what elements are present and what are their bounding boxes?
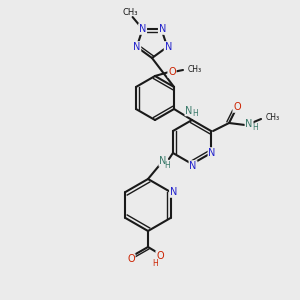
Text: CH₃: CH₃ [123,8,138,16]
Text: H: H [192,109,198,118]
Text: N: N [133,42,140,52]
Text: O: O [127,254,135,264]
Text: N: N [208,148,216,158]
Text: N: N [245,119,253,129]
Text: N: N [170,187,177,197]
Text: CH₃: CH₃ [266,112,280,122]
Text: H: H [152,260,158,268]
Text: O: O [156,251,164,261]
Text: O: O [233,102,241,112]
Text: O: O [168,67,176,77]
Text: N: N [185,106,193,116]
Text: H: H [164,161,170,170]
Text: N: N [164,42,172,52]
Text: H: H [252,124,258,133]
Text: N: N [189,161,197,171]
Text: N: N [159,24,166,34]
Text: CH₃: CH₃ [188,64,202,74]
Text: N: N [159,156,167,166]
Text: N: N [139,24,146,34]
